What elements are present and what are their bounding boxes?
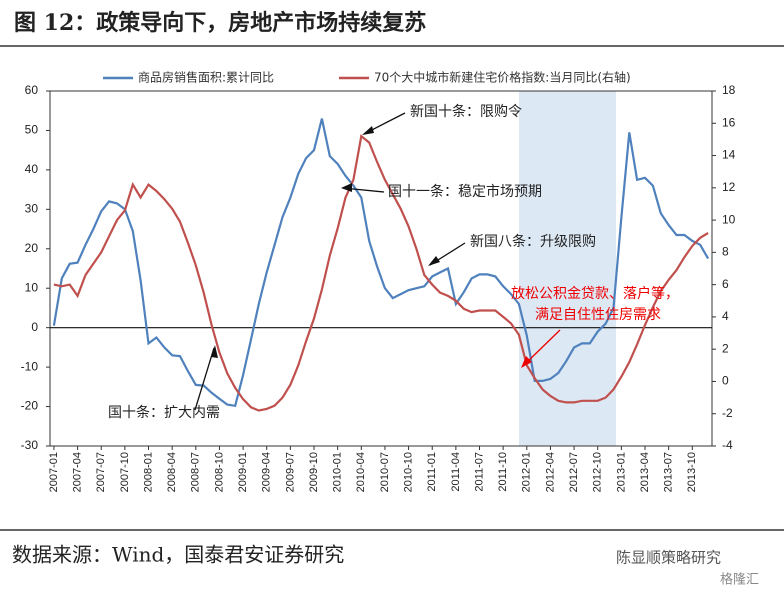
x-tick-label: 2008-10	[213, 452, 225, 492]
x-tick-label: 2007-04	[71, 452, 83, 492]
legend-label: 70个大中城市新建住宅价格指数:当月同比(右轴)	[374, 70, 631, 85]
y2-tick-label: 2	[722, 341, 729, 355]
x-tick-label: 2008-07	[190, 452, 202, 492]
series-line	[52, 118, 710, 408]
highlight-period	[519, 91, 616, 446]
y2-tick-label: 14	[722, 148, 736, 162]
annotation: 国十条：扩大内需	[108, 404, 220, 421]
annotation-arrows	[194, 112, 561, 411]
x-tick-label: 2008-01	[142, 452, 154, 492]
x-tick-label: 2009-10	[308, 452, 320, 492]
plot-frame	[49, 90, 713, 447]
y2-tick-label: 0	[722, 374, 729, 388]
y2-tick-label: -2	[722, 406, 733, 420]
y-tick-label: 50	[25, 123, 39, 137]
x-tick-label: 2013-04	[639, 452, 651, 492]
y2-tick-label: 10	[722, 212, 736, 226]
x-tick-label: 2007-07	[95, 452, 107, 492]
watermark: 陈显顺策略研究	[616, 549, 721, 567]
y2-tick-label: 12	[722, 180, 736, 194]
y-tick-label: -10	[21, 359, 39, 373]
x-tick-label: 2009-04	[261, 452, 273, 492]
legend-label: 商品房销售面积:累计同比	[138, 70, 274, 85]
x-tick-label: 2011-01	[426, 452, 438, 492]
x-tick-label: 2013-10	[686, 452, 698, 492]
annotation: 国十一条：稳定市场预期	[388, 183, 542, 200]
chart-title: 图 12：政策导向下，房地产市场持续复苏	[14, 10, 426, 36]
x-tick-label: 2011-10	[497, 452, 509, 492]
annotation: 新国十条：限购令	[410, 103, 522, 120]
x-tick-label: 2009-07	[284, 452, 296, 492]
y2-tick-label: 8	[722, 245, 729, 259]
y2-tick-label: -4	[722, 438, 733, 452]
x-tick-label: 2007-10	[119, 452, 131, 492]
x-tick-label: 2010-04	[355, 452, 367, 492]
annotation: 放松公积金贷款、落户等，	[511, 285, 679, 302]
y-tick-label: -20	[21, 399, 39, 413]
annotation: 新国八条：升级限购	[470, 233, 596, 250]
watermark: 格隆汇	[720, 572, 759, 588]
x-tick-label: 2008-04	[166, 452, 178, 492]
y2-tick-label: 6	[722, 277, 729, 291]
y-tick-label: 20	[25, 241, 39, 255]
y-tick-label: 30	[25, 202, 39, 216]
y2-tick-label: 16	[722, 115, 736, 129]
annotation: 满足自住性住房需求	[535, 307, 661, 323]
x-tick-label: 2010-01	[332, 452, 344, 492]
x-tick-label: 2011-04	[450, 452, 462, 492]
x-tick-label: 2012-07	[568, 452, 580, 492]
x-tick-label: 2011-07	[473, 452, 485, 492]
x-tick-label: 2013-01	[615, 452, 627, 492]
x-tick-label: 2010-07	[379, 452, 391, 492]
source: 数据来源：Wind，国泰君安证券研究	[12, 543, 344, 567]
y-tick-label: 0	[31, 320, 38, 334]
y-tick-label: -30	[21, 438, 39, 452]
x-tick-label: 2007-01	[48, 452, 60, 492]
x-tick-label: 2009-01	[237, 452, 249, 492]
arrow-heads	[211, 126, 532, 368]
x-tick-label: 2012-01	[521, 452, 533, 492]
x-tick-label: 2013-07	[663, 452, 675, 492]
x-tick-label: 2012-10	[592, 452, 604, 492]
series-line	[53, 134, 709, 412]
y2-tick-label: 4	[722, 309, 729, 323]
y-tick-label: 40	[25, 162, 39, 176]
y-tick-label: 10	[25, 280, 39, 294]
y-tick-label: 60	[25, 83, 39, 97]
y2-tick-label: 18	[722, 83, 736, 97]
x-tick-label: 2012-04	[544, 452, 556, 492]
x-tick-label: 2010-10	[402, 452, 414, 492]
